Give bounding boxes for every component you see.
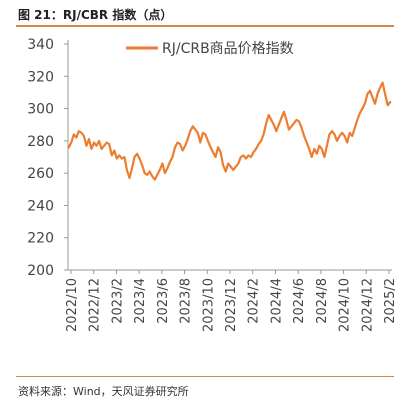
x-tick-label: 2022/12 [88,278,103,332]
x-tick-label: 2023/4 [133,278,148,324]
y-tick-label: 280 [27,134,54,150]
x-tick-label: 2024/2 [247,278,262,324]
line-chart: 200 220 240 260 280 300 320 340 2022/10 2022/12 20… [27,37,398,332]
y-tick-label: 200 [27,263,54,279]
x-tick-label: 2025/2 [383,278,398,324]
chart-legend: RJ/CRB商品价格指数 [126,41,294,57]
x-tick-label: 2023/10 [201,278,216,332]
title-rule [16,25,394,27]
y-tick-label: 300 [27,102,54,118]
plot-area [67,81,392,181]
series-line-0 [67,81,392,181]
y-tick-label: 240 [27,198,54,214]
x-tick-label: 2024/4 [269,278,284,324]
x-tick-label: 2024/6 [292,278,307,324]
y-tick-label: 340 [27,37,54,53]
y-tick-label: 260 [27,166,54,182]
x-tick-label: 2023/12 [224,278,239,332]
legend-label: RJ/CRB商品价格指数 [162,41,294,57]
x-tick-label: 2023/8 [179,278,194,324]
source-rule [16,376,394,377]
chart-axes: 200 220 240 260 280 300 320 340 2022/10 2022/12 20… [27,37,398,332]
x-tick-label: 2022/10 [65,278,80,332]
x-tick-label: 2024/10 [338,278,353,332]
x-tick-label: 2024/8 [315,278,330,324]
x-tick-label: 2024/12 [360,278,375,332]
x-tick-label: 2023/2 [110,278,125,324]
source-note: 资料来源：Wind，天风证券研究所 [18,385,189,398]
y-tick-label: 220 [27,231,54,247]
y-tick-label: 320 [27,69,54,85]
x-tick-label: 2023/6 [156,278,171,324]
figure-title: 图 21：RJ/CBR 指数（点） [18,8,173,22]
